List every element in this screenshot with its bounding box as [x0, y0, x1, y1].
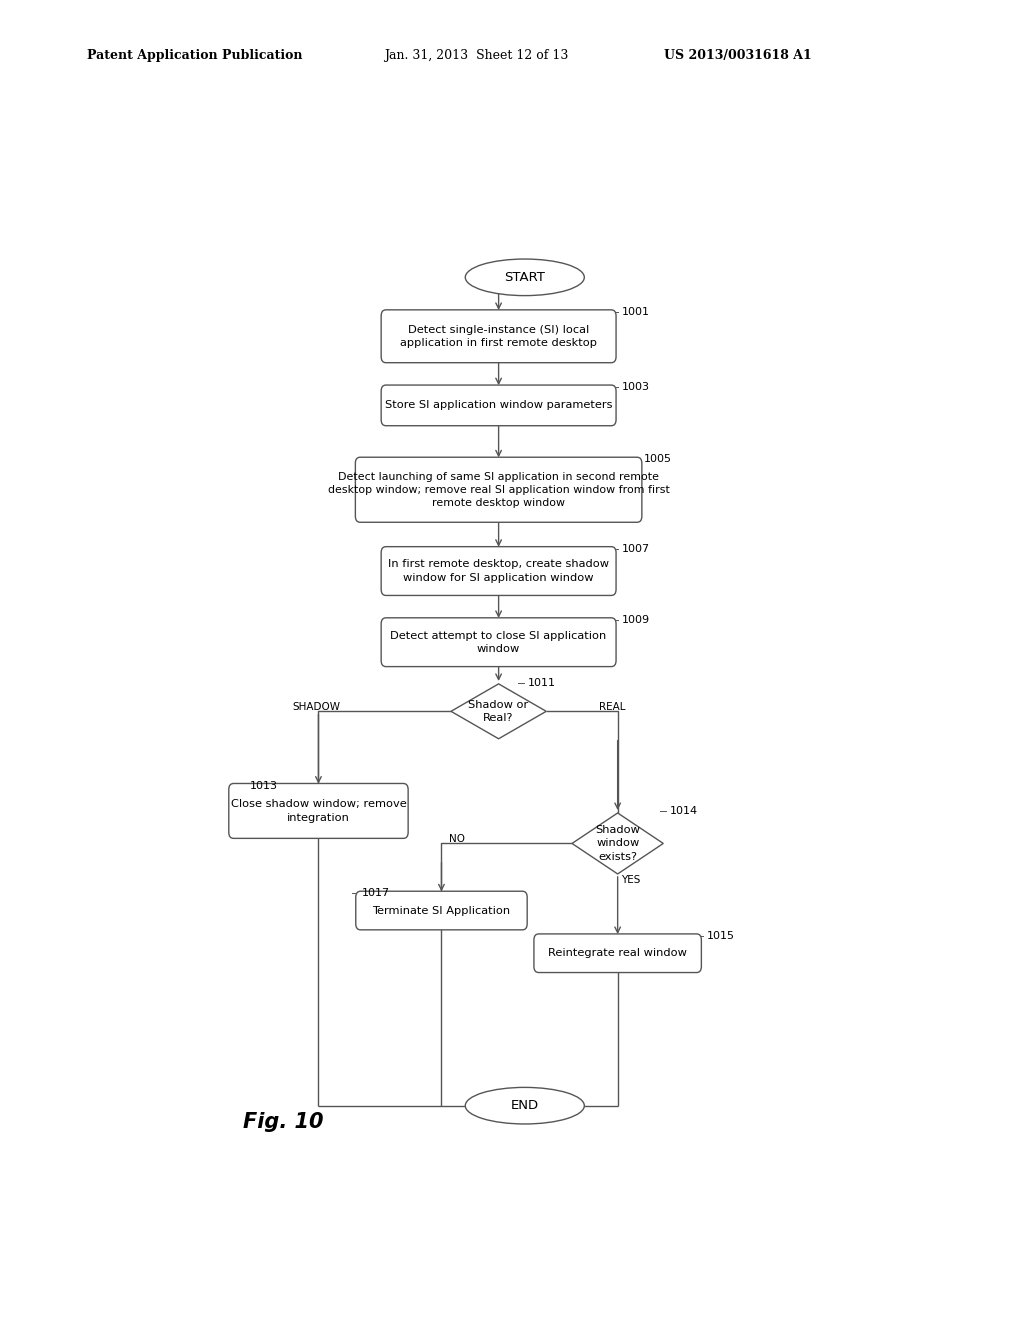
Ellipse shape [465, 259, 585, 296]
Text: Detect single-instance (SI) local
application in first remote desktop: Detect single-instance (SI) local applic… [400, 325, 597, 348]
FancyBboxPatch shape [381, 310, 616, 363]
FancyBboxPatch shape [381, 618, 616, 667]
Text: END: END [511, 1100, 539, 1113]
Text: 1005: 1005 [644, 454, 672, 465]
Text: 1001: 1001 [622, 306, 649, 317]
Text: Shadow
window
exists?: Shadow window exists? [595, 825, 640, 862]
Text: START: START [505, 271, 545, 284]
Text: 1011: 1011 [528, 678, 556, 688]
Text: REAL: REAL [599, 702, 626, 713]
FancyBboxPatch shape [534, 935, 701, 973]
Ellipse shape [465, 1088, 585, 1123]
Text: Close shadow window; remove
integration: Close shadow window; remove integration [230, 800, 407, 822]
Text: 1009: 1009 [622, 615, 650, 624]
Polygon shape [572, 813, 664, 874]
FancyBboxPatch shape [228, 784, 409, 838]
Text: 1015: 1015 [708, 931, 735, 941]
Text: Terminate SI Application: Terminate SI Application [373, 906, 511, 916]
FancyBboxPatch shape [381, 546, 616, 595]
Polygon shape [451, 684, 546, 739]
Text: SHADOW: SHADOW [293, 702, 341, 713]
Text: NO: NO [450, 834, 465, 845]
Text: 1017: 1017 [362, 888, 390, 898]
Text: 1007: 1007 [622, 544, 650, 553]
Text: YES: YES [621, 875, 640, 884]
Text: 1003: 1003 [622, 381, 649, 392]
Text: 1014: 1014 [670, 807, 698, 816]
Text: 1013: 1013 [250, 780, 278, 791]
Text: Detect launching of same SI application in second remote
desktop window; remove : Detect launching of same SI application … [328, 471, 670, 508]
Text: US 2013/0031618 A1: US 2013/0031618 A1 [664, 49, 811, 62]
Text: Jan. 31, 2013  Sheet 12 of 13: Jan. 31, 2013 Sheet 12 of 13 [384, 49, 568, 62]
Text: Reintegrate real window: Reintegrate real window [548, 948, 687, 958]
FancyBboxPatch shape [355, 891, 527, 929]
Text: In first remote desktop, create shadow
window for SI application window: In first remote desktop, create shadow w… [388, 560, 609, 582]
Text: Shadow or
Real?: Shadow or Real? [469, 700, 528, 723]
Text: Patent Application Publication: Patent Application Publication [87, 49, 302, 62]
Text: Store SI application window parameters: Store SI application window parameters [385, 400, 612, 411]
FancyBboxPatch shape [381, 385, 616, 426]
Text: Detect attempt to close SI application
window: Detect attempt to close SI application w… [390, 631, 607, 653]
FancyBboxPatch shape [355, 457, 642, 523]
Text: Fig. 10: Fig. 10 [243, 1111, 323, 1133]
